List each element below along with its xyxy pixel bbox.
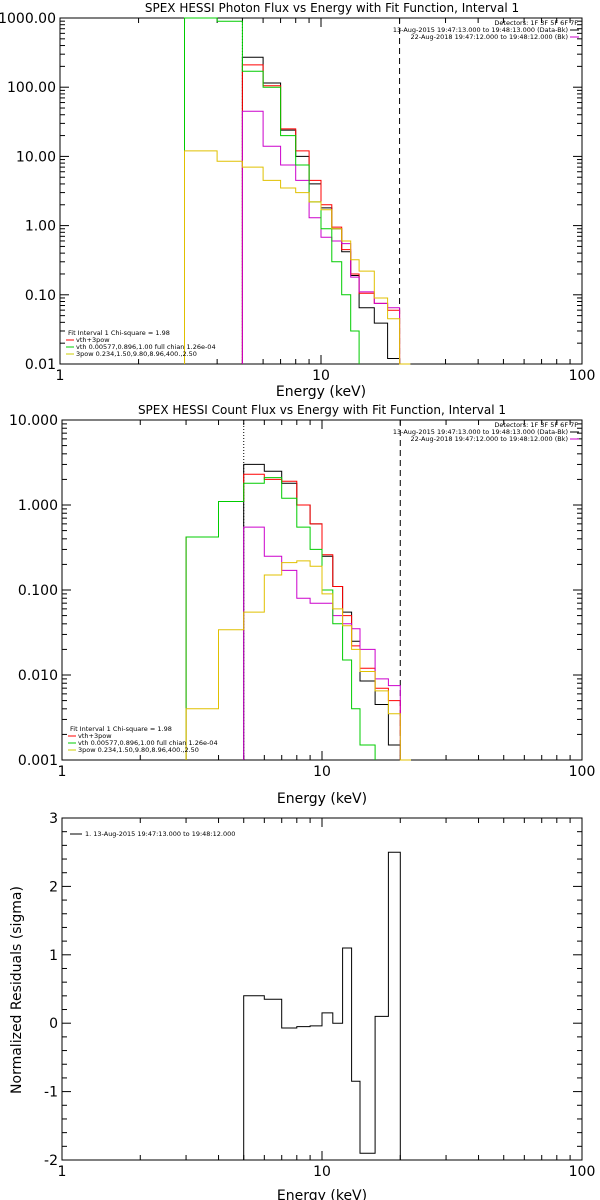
legend-bottom-left: Fit Interval 1 Chi-square = 1.98vth+3pow… — [68, 725, 218, 754]
series-vth — [184, 17, 360, 364]
legend-entry: Fit Interval 1 Chi-square = 1.98 — [70, 725, 172, 733]
data-series — [243, 851, 401, 1160]
x-tick-label: 10 — [312, 368, 330, 384]
legend-entry: 13-Aug-2015 19:47:13.000 to 19:48:13.000… — [393, 428, 568, 436]
x-tick-label: 10 — [313, 764, 331, 780]
photon-flux-panel: SPEX HESSI Photon Flux vs Energy with Fi… — [0, 1, 595, 400]
y-tick-label: 100.00 — [7, 80, 56, 96]
legend-entry: Fit Interval 1 Chi-square = 1.98 — [68, 329, 170, 337]
legend-entry: vth+3pow — [76, 336, 110, 344]
legend-entry: Detectors: 1F 3F 5F 6F 7F — [494, 19, 578, 27]
y-tick-label: 0.10 — [25, 288, 56, 304]
x-tick-label: 10 — [313, 1164, 331, 1180]
series-3pow — [184, 150, 411, 365]
legend-entry: 13-Aug-2015 19:47:13.000 to 19:48:13.000… — [393, 26, 568, 34]
x-tick-label: 100 — [569, 1164, 596, 1180]
axis-ticks: 1 10 100 -2 -1 0 1 2 3 — [44, 811, 595, 1180]
axis-ticks: 1 10 100 0.01 0.10 1.00 10.00 100.00 1000.00 — [0, 11, 595, 384]
legend-entry: vth+3pow — [78, 732, 112, 740]
legend-entry: 3pow 0.234,1.50,9.80,8.96,400.,2.50 — [76, 350, 197, 358]
panel-title: SPEX HESSI Count Flux vs Energy with Fit… — [138, 403, 506, 417]
y-tick-label: 10.00 — [16, 149, 56, 165]
y-tick-label: 0.01 — [25, 357, 56, 373]
legend-bottom-left: Fit Interval 1 Chi-square = 1.98vth+3pow… — [66, 329, 216, 358]
panel-title: SPEX HESSI Photon Flux vs Energy with Fi… — [145, 1, 519, 15]
legend-entry: 3pow 0.234,1.50,9.80,8.96,400.,2.50 — [78, 746, 199, 754]
series-data-bk — [243, 463, 401, 760]
x-tick-label: 100 — [569, 368, 596, 384]
x-tick-label: 1 — [56, 368, 65, 384]
legend-entry: Detectors: 1F 3F 5F 6F 7F — [494, 421, 578, 429]
plot-frame — [61, 817, 583, 1161]
residuals-panel: 1 10 100 -2 -1 0 1 2 3 1. 13-Aug-2015 19:47:13.0… — [9, 811, 595, 1200]
x-tick-label: 1 — [58, 764, 67, 780]
series-vth — [185, 477, 376, 760]
legend-entry: 1. 13-Aug-2015 19:47:13.000 to 19:48:12.… — [85, 830, 235, 838]
y-tick-label: 1000.00 — [0, 11, 56, 27]
y-tick-label: 1.000 — [18, 498, 58, 514]
legend-entry: 22-Aug-2018 19:47:12.000 to 19:48:12.000… — [411, 33, 568, 41]
y-tick-label: 1.00 — [25, 219, 56, 235]
legend-entry: 22-Aug-2018 19:47:12.000 to 19:48:12.000… — [411, 435, 568, 443]
x-axis-label: Energy (keV) — [277, 1188, 367, 1200]
y-tick-label: 0.100 — [18, 583, 58, 599]
data-series — [184, 17, 411, 365]
y-tick-label: 2 — [49, 879, 58, 895]
series-3pow — [185, 560, 411, 761]
x-axis-label: Energy (keV) — [276, 384, 366, 400]
legend-entry: vth 0.00577,0.896,1.00 full chian 1.26e-… — [76, 343, 216, 351]
y-tick-label: -2 — [44, 1153, 58, 1169]
series-1-13-aug-2015-19-47-13-000-to-19-48-12-000 — [243, 851, 401, 1160]
y-tick-label: 0 — [49, 1016, 58, 1032]
y-tick-label: 10.000 — [9, 413, 58, 429]
x-tick-label: 1 — [58, 1164, 67, 1180]
y-tick-label: 3 — [49, 811, 58, 827]
y-tick-label: 0.010 — [18, 668, 58, 684]
legend-top-left: 1. 13-Aug-2015 19:47:13.000 to 19:48:12.… — [70, 830, 235, 838]
axis-ticks: 1 10 100 0.001 0.010 0.100 1.000 10.000 — [9, 413, 595, 780]
data-series — [185, 463, 411, 761]
series-bk — [241, 110, 401, 364]
y-tick-label: 0.001 — [18, 753, 58, 769]
y-tick-label: 1 — [49, 948, 58, 964]
count-flux-panel: SPEX HESSI Count Flux vs Energy with Fit… — [9, 403, 595, 807]
y-tick-label: -1 — [44, 1085, 58, 1101]
y-axis-label: Normalized Residuals (sigma) — [9, 886, 25, 1094]
legend-entry: vth 0.00577,0.896,1.00 full chian 1.26e-… — [78, 739, 218, 747]
x-tick-label: 100 — [569, 764, 596, 780]
x-axis-label: Energy (keV) — [277, 791, 367, 807]
